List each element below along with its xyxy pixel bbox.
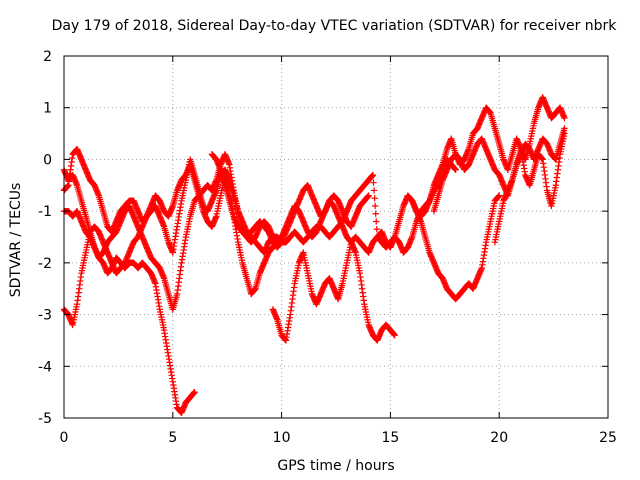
plus-marker	[369, 171, 377, 179]
plus-marker	[191, 388, 198, 396]
y-tick-label: 0	[43, 152, 52, 168]
plus-marker	[371, 195, 378, 202]
x-axis-title: GPS time / hours	[277, 458, 394, 474]
y-tick-labels: -5 -4 -3 -2 -1 0 1 2	[38, 49, 52, 427]
plus-marker	[561, 125, 568, 132]
plus-marker	[373, 218, 380, 225]
data-marks	[60, 94, 568, 417]
y-tick-label: -4	[38, 359, 52, 375]
x-tick-label: 20	[490, 430, 508, 446]
plot-frame	[63, 55, 609, 419]
x-tick-label: 5	[168, 430, 177, 446]
x-tick-label: 15	[381, 430, 399, 446]
plus-marker	[365, 192, 372, 199]
x-tick-label: 25	[599, 430, 617, 446]
plus-marker	[370, 179, 377, 186]
y-tick-label: 2	[43, 49, 52, 65]
plus-marker	[372, 210, 379, 217]
grid	[64, 56, 608, 418]
axis-ticks	[63, 55, 609, 419]
series-track-e	[269, 238, 398, 344]
plus-marker	[370, 187, 378, 194]
y-tick-label: -2	[38, 256, 52, 272]
plus-marker	[561, 114, 568, 122]
series-track-i	[430, 125, 568, 215]
series-track-f	[208, 151, 503, 303]
x-tick-labels: 0 5 10 15 20 25	[60, 430, 617, 446]
plus-marker	[373, 226, 380, 233]
plus-marker	[452, 166, 459, 173]
x-tick-label: 0	[60, 430, 69, 446]
y-tick-label: -5	[38, 411, 52, 427]
plus-marker	[496, 192, 503, 199]
plus-marker	[391, 332, 398, 339]
plus-marker	[371, 202, 379, 210]
y-tick-label: -1	[38, 204, 52, 220]
chart-title: Day 179 of 2018, Sidereal Day-to-day VTE…	[52, 18, 618, 34]
y-tick-label: 1	[43, 101, 52, 117]
y-tick-label: -3	[38, 308, 52, 324]
y-axis-title: SDTVAR / TECUs	[8, 183, 24, 298]
x-tick-label: 10	[273, 430, 291, 446]
series-track-d	[60, 156, 459, 329]
